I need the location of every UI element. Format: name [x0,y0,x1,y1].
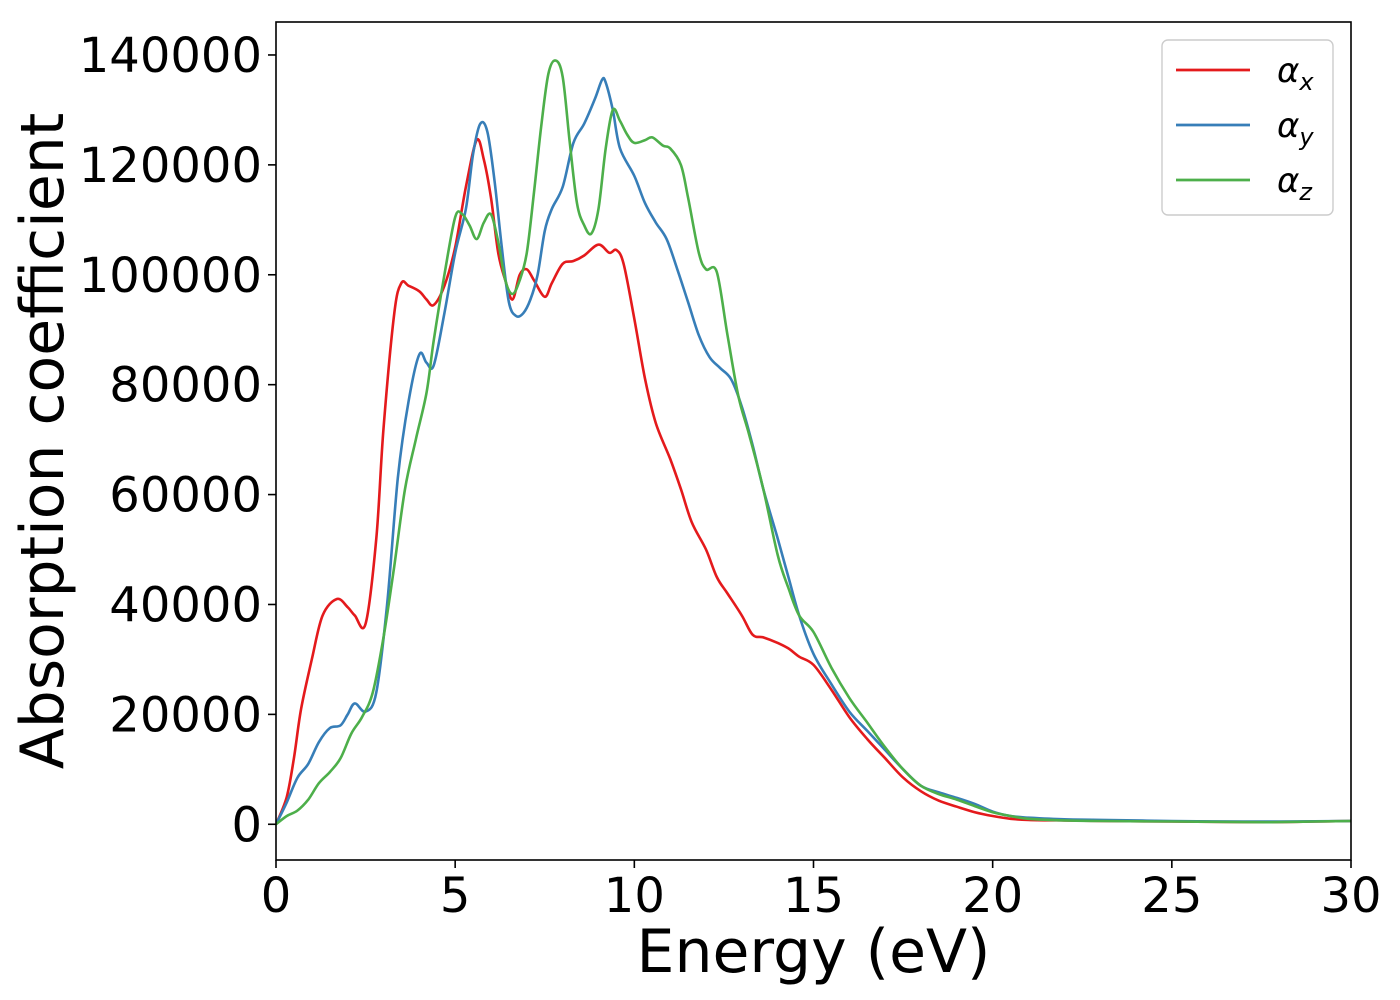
y-tick-label: 40000 [109,577,262,633]
y-axis-title: Absorption coefficient [8,113,78,770]
y-tick-label: 0 [231,797,262,853]
legend-label-y: αy [1277,106,1314,151]
y-axis: 0 20000 40000 60000 80000 100000 120000 140000 [79,28,276,853]
y-tick-label: 80000 [109,358,262,414]
x-tick-label: 20 [962,868,1023,924]
series-line-x [276,137,1351,825]
legend-label-x: αx [1277,51,1314,96]
x-tick-label: 10 [604,868,665,924]
y-tick-label: 100000 [79,248,262,304]
y-tick-label: 20000 [109,687,262,743]
x-tick-label: 15 [783,868,844,924]
x-tick-label: 30 [1320,868,1381,924]
series-layer [276,59,1351,826]
x-tick-label: 0 [261,868,292,924]
y-tick-label: 120000 [79,138,262,194]
x-axis: 0 5 10 15 20 25 30 [261,860,1382,924]
y-tick-label: 140000 [79,28,262,84]
x-axis-title: Energy (eV) [637,917,991,987]
x-tick-label: 5 [440,868,471,924]
legend-box [1161,39,1334,216]
legend-label-z: αz [1277,161,1313,206]
series-line-z [276,59,1351,826]
x-tick-label: 25 [1141,868,1202,924]
y-tick-label: 60000 [109,468,262,524]
legend: αx αy αz [1161,39,1334,216]
